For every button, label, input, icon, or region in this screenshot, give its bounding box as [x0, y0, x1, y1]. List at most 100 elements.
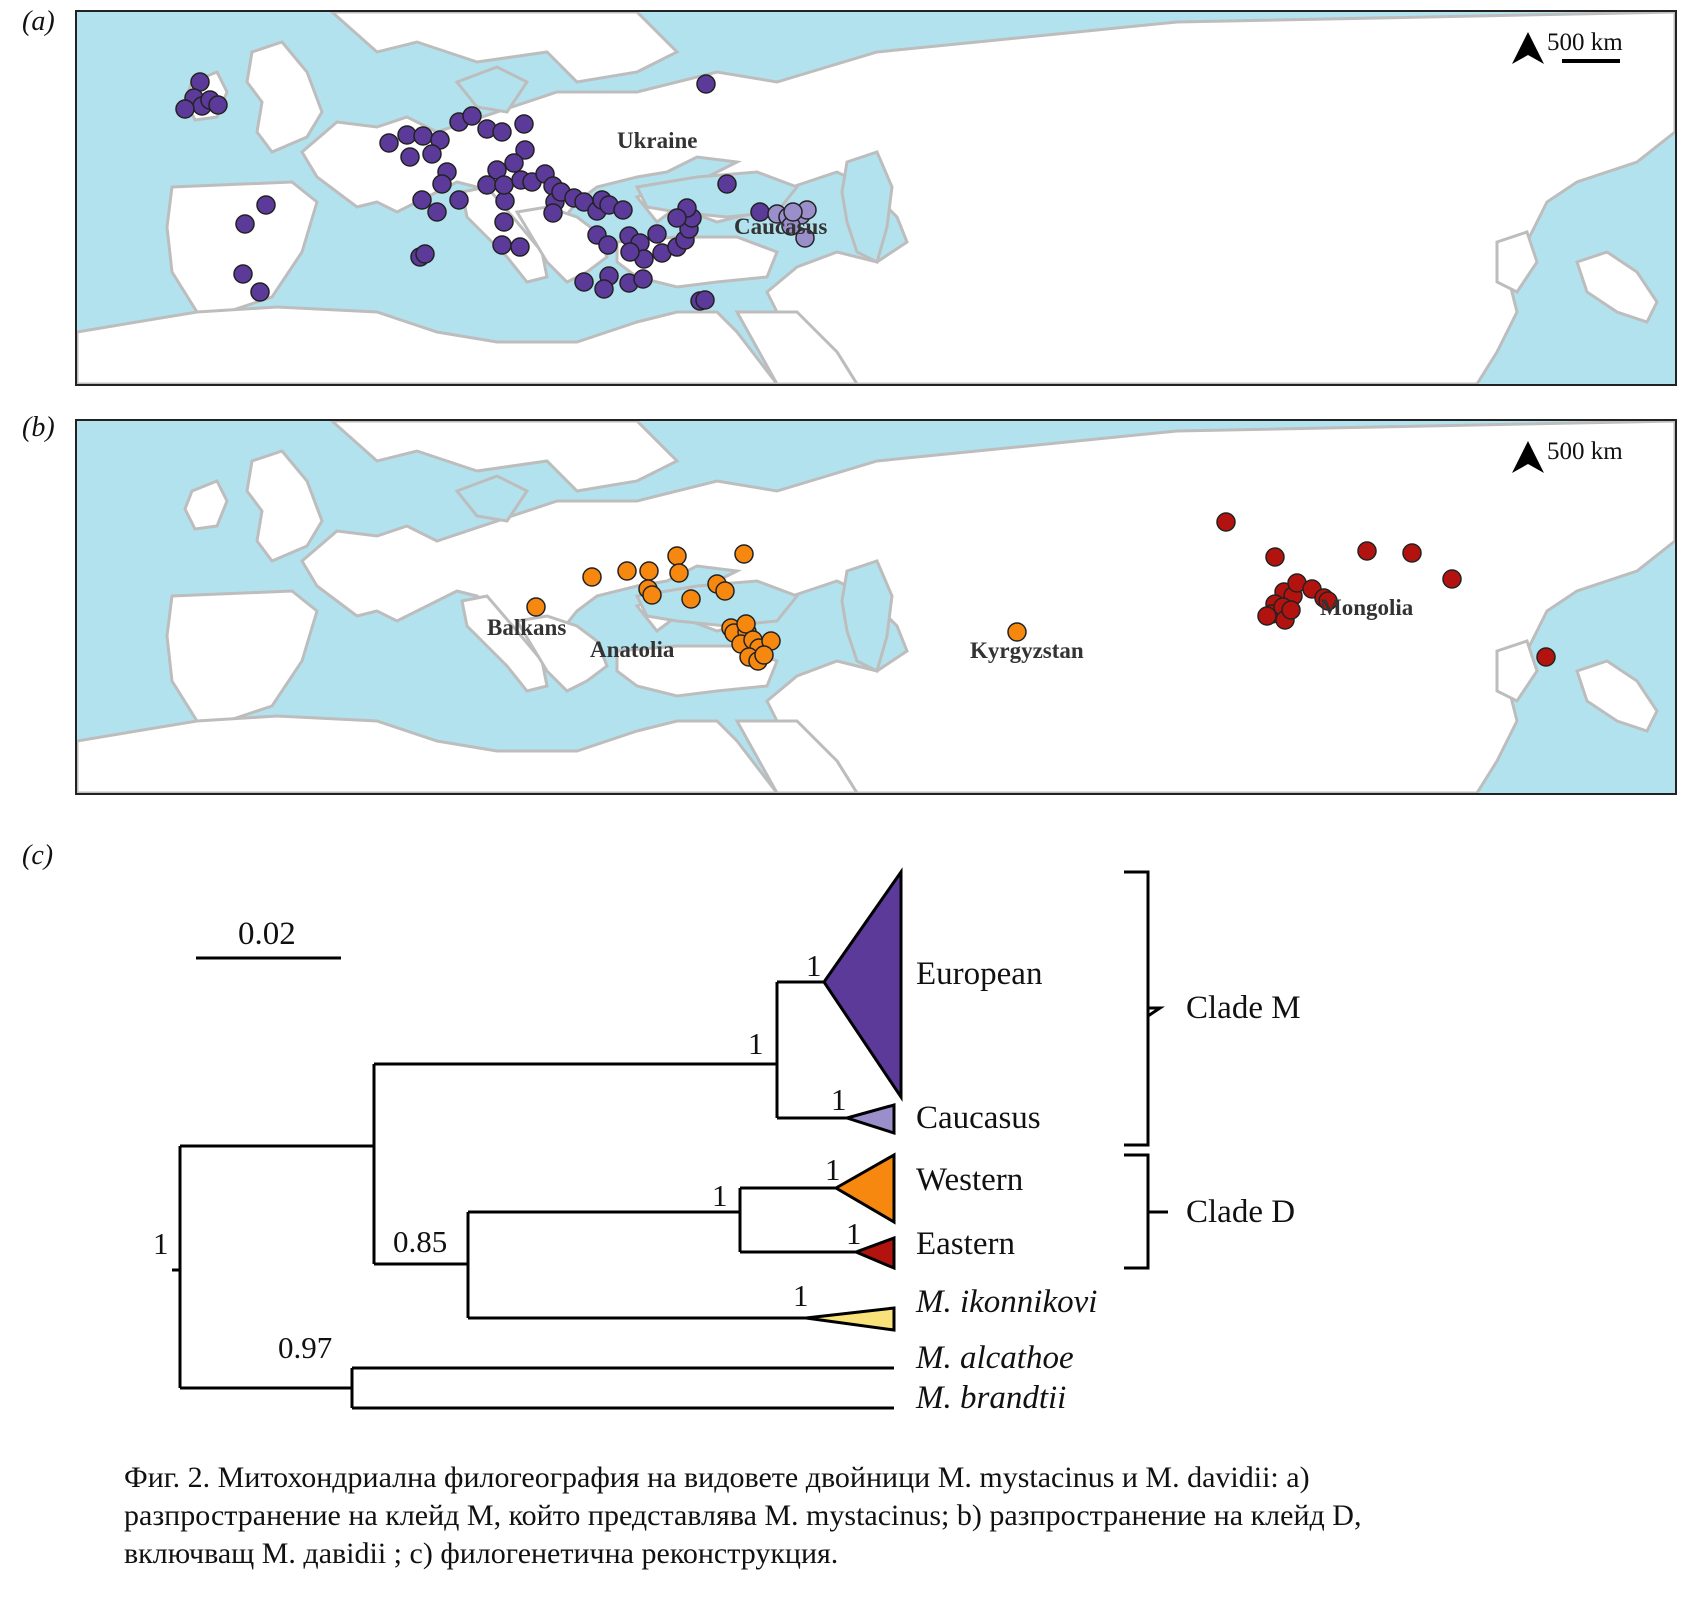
occurrence-point-western [736, 614, 756, 634]
panel-c-label: (c) [22, 840, 54, 871]
support-ikonnikovi: 1 [793, 1278, 809, 1313]
occurrence-point-western [642, 585, 662, 605]
occurrence-point-european [397, 125, 417, 145]
tip-western: Western [916, 1162, 1023, 1198]
tip-caucasus: Caucasus [916, 1100, 1041, 1136]
occurrence-point-eastern [1402, 543, 1422, 563]
occurrence-point-western [669, 563, 689, 583]
occurrence-point-western [734, 544, 754, 564]
occurrence-point-european [432, 174, 452, 194]
caption-line-1: Фиг. 2. Митохондриална филогеография на … [124, 1461, 1310, 1494]
clade-d-label: Clade D [1186, 1194, 1295, 1230]
support-clade-d: 1 [712, 1178, 728, 1213]
occurrence-point-european [695, 290, 715, 310]
occurrence-point-european [379, 133, 399, 153]
panel-b-label: (b) [22, 412, 55, 443]
triangle-eastern [851, 1235, 896, 1271]
support-clade-m: 1 [748, 1026, 764, 1061]
tip-eastern: Eastern [916, 1226, 1015, 1262]
occurrence-point-european [412, 190, 432, 210]
occurrence-point-caucasus [795, 228, 815, 248]
occurrence-point-european [250, 282, 270, 302]
caption-line-2: разпространение на клейд M, който предст… [124, 1499, 1362, 1532]
occurrence-point-european [514, 114, 534, 134]
occurrence-point-eastern [1357, 541, 1377, 561]
map-a-svg: Ukraine Caucasus 500 km [77, 12, 1675, 384]
map-b-points [526, 512, 1556, 671]
triangle-caucasus [841, 1103, 896, 1136]
occurrence-point-european [594, 279, 614, 299]
occurrence-point-european [647, 224, 667, 244]
place-label-mongolia: Mongolia [1320, 595, 1414, 620]
place-label-ukraine: Ukraine [617, 128, 698, 153]
occurrence-point-eastern [1265, 547, 1285, 567]
occurrence-point-european [256, 195, 276, 215]
occurrence-point-western [754, 645, 774, 665]
clade-m-label: Clade M [1186, 990, 1301, 1026]
occurrence-point-european [492, 122, 512, 142]
occurrence-point-european [175, 99, 195, 119]
place-label-caucasus: Caucasus [734, 214, 827, 239]
tip-alcathoe: M. alcathoe [915, 1340, 1074, 1376]
support-european: 1 [806, 948, 822, 983]
support-caucasus: 1 [831, 1082, 847, 1117]
bracket-clade-m [1124, 870, 1150, 1147]
occurrence-point-european [235, 214, 255, 234]
tree-branches [172, 980, 894, 1410]
bracket-clade-d [1124, 1153, 1150, 1270]
figure-caption: Фиг. 2. Митохондриална филогеография на … [124, 1459, 1604, 1573]
occurrence-point-eastern [1442, 569, 1462, 589]
place-label-anatolia: Anatolia [590, 637, 675, 662]
occurrence-point-european [208, 95, 228, 115]
occurrence-point-european [477, 175, 497, 195]
occurrence-point-european [515, 140, 535, 160]
occurrence-point-western [667, 546, 687, 566]
occurrence-point-european [449, 190, 469, 210]
occurrence-point-european [494, 175, 514, 195]
occurrence-point-european [400, 147, 420, 167]
scale-label-a: 500 km [1547, 29, 1623, 56]
tree-scale-label: 0.02 [238, 916, 296, 952]
map-panel-b: Balkans Anatolia Kyrgyzstan Mongolia 500… [75, 419, 1677, 795]
occurrence-point-european [696, 74, 716, 94]
occurrence-point-european [620, 242, 640, 262]
occurrence-point-european [495, 191, 515, 211]
occurrence-point-european [504, 153, 524, 173]
occurrence-point-european [717, 174, 737, 194]
place-label-balkans: Balkans [487, 615, 566, 640]
occurrence-point-western [617, 561, 637, 581]
occurrence-point-eastern [1216, 512, 1236, 532]
scale-bar-a [1562, 59, 1620, 63]
support-root: 1 [153, 1226, 169, 1261]
north-arrow-a [1512, 32, 1544, 64]
occurrence-point-european [422, 144, 442, 164]
occurrence-point-european [415, 244, 435, 264]
north-arrow-b [1512, 441, 1544, 473]
occurrence-point-western [1007, 622, 1027, 642]
occurrence-point-western [639, 561, 659, 581]
occurrence-point-eastern [1257, 606, 1277, 626]
map-panel-a: Ukraine Caucasus 500 km [75, 10, 1677, 386]
support-node-085: 0.85 [393, 1224, 447, 1259]
occurrence-point-western [582, 567, 602, 587]
map-b-svg: Balkans Anatolia Kyrgyzstan Mongolia 500… [77, 421, 1675, 793]
caption-line-3: включващ M. давidii ; c) филогенетична р… [124, 1537, 839, 1570]
triangle-european [822, 867, 903, 1102]
tip-ikonnikovi: M. ikonnikovi [915, 1284, 1097, 1320]
triangle-ikonnikovi [805, 1306, 896, 1332]
occurrence-point-eastern [1318, 591, 1338, 611]
occurrence-point-european [413, 126, 433, 146]
occurrence-point-european [233, 264, 253, 284]
tip-european: European [916, 956, 1042, 992]
panel-a-label: (a) [22, 6, 55, 37]
occurrence-point-western [715, 581, 735, 601]
tip-brandtii: M. brandtii [915, 1380, 1066, 1416]
triangle-western [833, 1152, 896, 1225]
occurrence-point-european [574, 272, 594, 292]
occurrence-point-eastern [1536, 647, 1556, 667]
occurrence-point-european [613, 200, 633, 220]
occurrence-point-european [494, 212, 514, 232]
occurrence-point-western [526, 597, 546, 617]
map-a-points [175, 72, 817, 311]
support-eastern: 1 [846, 1216, 862, 1251]
